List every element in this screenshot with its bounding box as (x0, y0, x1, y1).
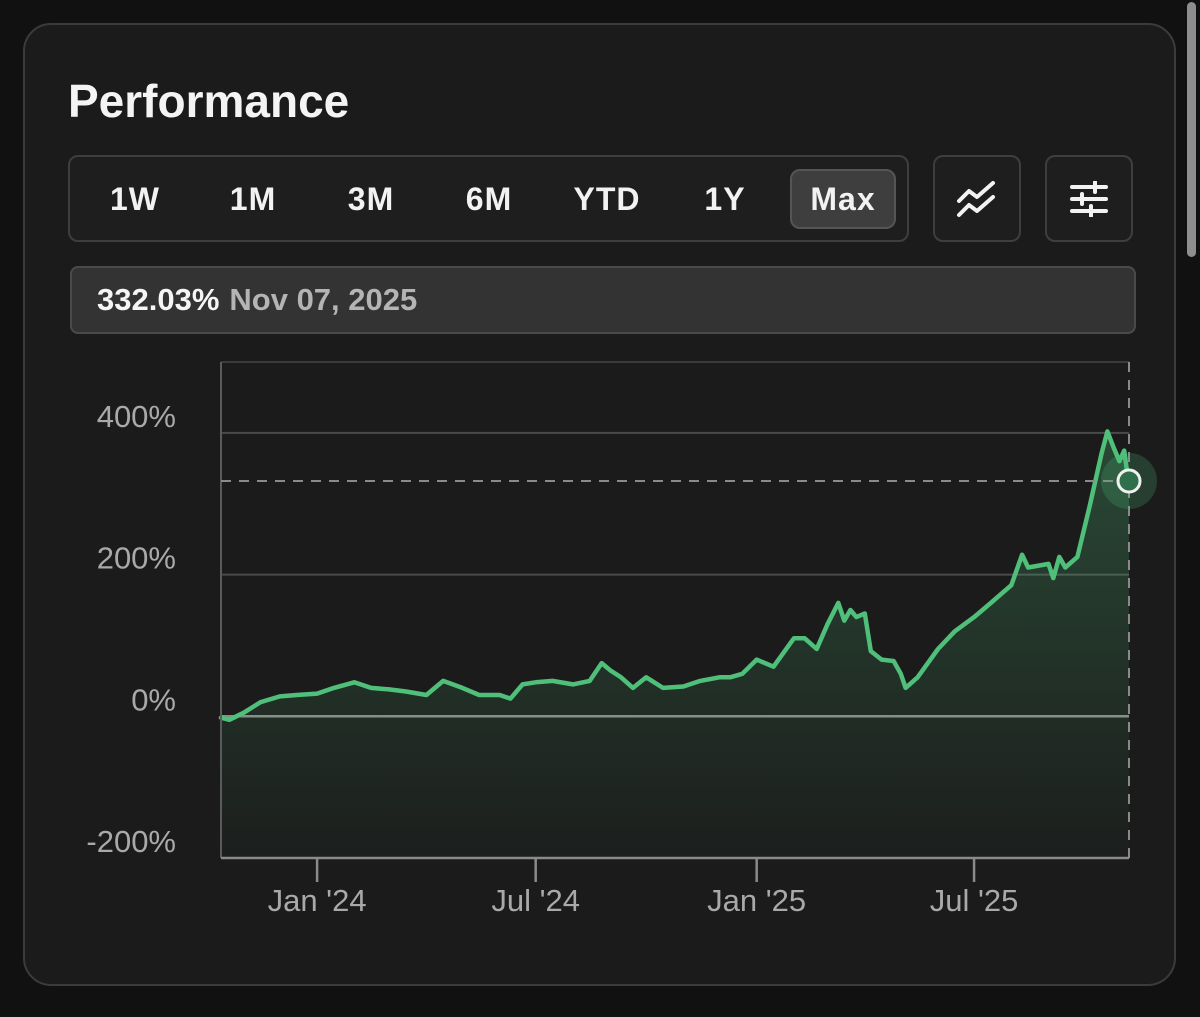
sliders-icon (1070, 180, 1108, 217)
performance-area (221, 431, 1129, 858)
readout-value: 332.03% (97, 282, 220, 317)
compare-button[interactable] (933, 155, 1021, 242)
range-ytd-button[interactable]: YTD (554, 169, 660, 229)
performance-line (218, 429, 1132, 723)
x-tick-label: Jan '24 (268, 883, 367, 918)
page-title: Performance (68, 75, 350, 127)
range-3m-button[interactable]: 3M (318, 169, 424, 229)
range-1w-button[interactable]: 1W (82, 169, 188, 229)
y-tick-label: 200% (97, 541, 176, 576)
marker-dot[interactable] (1116, 468, 1142, 494)
x-tick-label: Jul '24 (491, 883, 580, 918)
trend-lines-icon (957, 180, 995, 217)
y-tick-label: 0% (131, 682, 176, 717)
x-tick-label: Jan '25 (707, 883, 806, 918)
time-range-selector: 1W 1M 3M 6M YTD 1Y Max (68, 155, 909, 242)
x-tick-label: Jul '25 (930, 883, 1019, 918)
value-readout: 332.03% Nov 07, 2025 (70, 266, 1136, 334)
range-1m-button[interactable]: 1M (200, 169, 306, 229)
range-6m-button[interactable]: 6M (436, 169, 542, 229)
scrollbar[interactable] (1187, 2, 1196, 257)
settings-button[interactable] (1045, 155, 1133, 242)
range-max-button[interactable]: Max (790, 169, 896, 229)
y-tick-label: -200% (86, 824, 176, 859)
range-1y-button[interactable]: 1Y (672, 169, 778, 229)
y-tick-label: 400% (97, 399, 176, 434)
readout-date: Nov 07, 2025 (229, 282, 418, 317)
